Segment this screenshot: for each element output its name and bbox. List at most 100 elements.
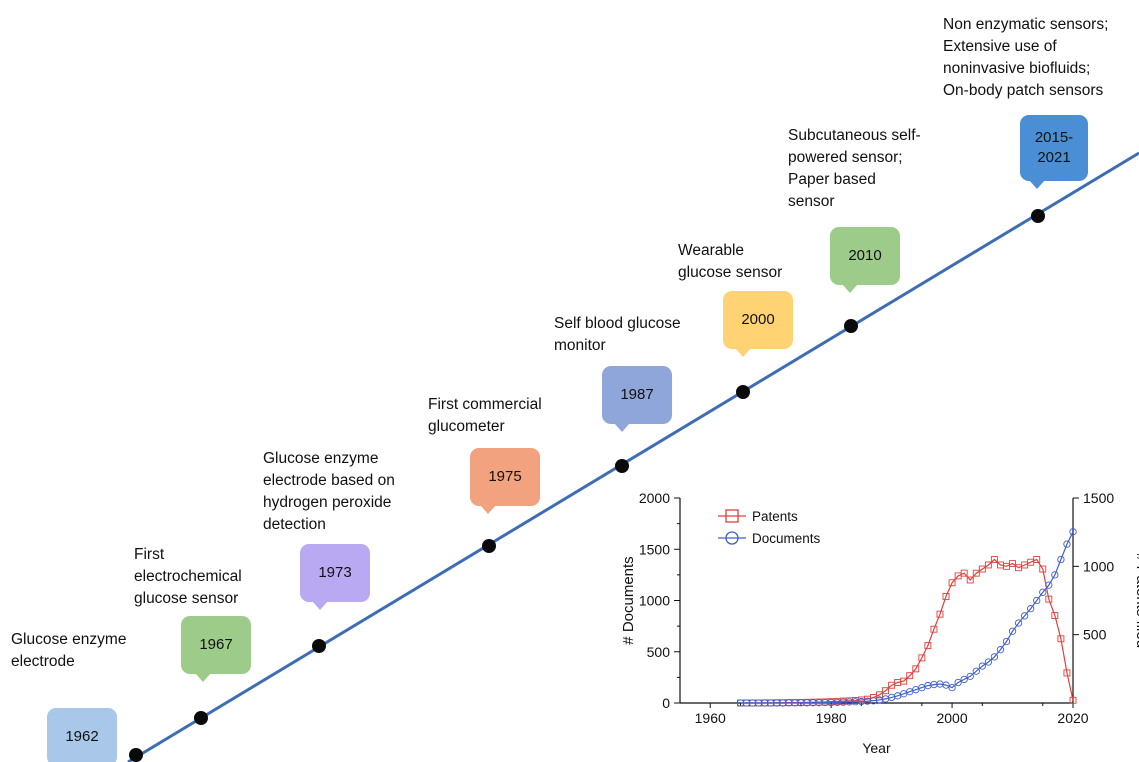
- milestone-dot: [312, 639, 326, 653]
- y-tick-label: 500: [647, 644, 671, 660]
- patent-point: [876, 691, 883, 699]
- document-point: [954, 678, 962, 687]
- milestone-1967-bubble: 1967: [181, 616, 251, 682]
- x-tick-label: 1980: [816, 710, 847, 726]
- document-point: [996, 646, 1005, 654]
- patent-point: [984, 561, 992, 569]
- patent-point: [972, 569, 980, 577]
- document-point: [1069, 528, 1077, 536]
- patent-point: [900, 677, 908, 685]
- document-point: [1002, 637, 1011, 646]
- description-line: First commercial: [428, 396, 542, 413]
- milestone-dot: [1031, 209, 1045, 223]
- document-point: [966, 672, 974, 681]
- milestone-1962-description: Glucose enzyme electrode: [11, 629, 126, 673]
- document-point: [1051, 571, 1059, 579]
- description-line: Extensive use of: [943, 38, 1057, 55]
- milestone-dot: [482, 539, 496, 553]
- patent-point: [1033, 556, 1041, 563]
- x-tick-label: 2000: [936, 710, 967, 726]
- description-line: On-body patch sensors: [943, 82, 1104, 99]
- milestone-2000-bubble: 2000: [723, 291, 793, 357]
- timeline-line: [127, 151, 1139, 762]
- milestone-1973-bubble: 1973: [300, 544, 370, 610]
- patent-point: [966, 576, 974, 584]
- milestone-2015-2021-description: Non enzymatic sensors; Extensive use of …: [943, 14, 1108, 102]
- milestone-2010-description: Subcutaneous self- powered sensor; Paper…: [788, 125, 921, 213]
- description-line: Glucose enzyme: [11, 631, 127, 648]
- y-tick-label: 0: [662, 695, 670, 711]
- milestone-1975-description: First commercial glucometer: [428, 394, 542, 438]
- bubble-tail: [735, 348, 751, 357]
- milestone-year: 1975: [488, 468, 522, 485]
- milestone-year: 1987: [620, 386, 654, 403]
- milestone-dot: [736, 385, 750, 399]
- milestone-1975-bubble: 1975: [470, 448, 540, 514]
- description-line: Glucose enzyme: [263, 450, 379, 467]
- patent-point: [1009, 560, 1016, 568]
- bubble-tail: [1029, 180, 1045, 189]
- document-point: [1045, 581, 1053, 589]
- milestone-dot: [844, 319, 858, 333]
- document-point: [1039, 588, 1047, 596]
- document-point: [972, 667, 980, 675]
- milestone-1987-bubble: 1987: [602, 366, 672, 432]
- milestone-year: 2010: [848, 247, 882, 264]
- document-point: [1057, 555, 1065, 564]
- document-point: [1033, 596, 1041, 605]
- milestone-year-line: 2015-: [1034, 129, 1074, 146]
- bubble-tail: [480, 505, 496, 514]
- patent-point: [906, 672, 914, 680]
- milestone-2015-2021-bubble: 2015- 2021: [1020, 115, 1088, 189]
- bubble-tail: [614, 423, 630, 432]
- description-line: monitor: [554, 337, 606, 354]
- description-line: Paper based: [788, 171, 876, 188]
- legend-label: Documents: [752, 531, 821, 546]
- description-line: noninvasive biofluids;: [943, 60, 1091, 77]
- patent-point: [1057, 635, 1065, 643]
- description-line: hydrogen peroxide: [263, 494, 392, 511]
- y-axis-label: # Documents: [620, 556, 637, 644]
- legend-marker-square: [725, 509, 739, 523]
- description-line: glucometer: [428, 418, 505, 435]
- milestone-year: 1973: [318, 564, 352, 581]
- description-line: electrode based on: [263, 472, 395, 489]
- description-line: powered sensor;: [788, 149, 903, 166]
- document-point: [1063, 540, 1071, 548]
- legend-marker-circle: [725, 531, 739, 545]
- bubble-tail: [195, 673, 211, 682]
- milestone-dot: [615, 459, 629, 473]
- bubble-tail: [312, 601, 328, 610]
- milestone-dot: [194, 711, 208, 725]
- milestone-dot: [129, 748, 143, 762]
- patent-point: [990, 556, 998, 563]
- description-line: Non enzymatic sensors;: [943, 16, 1109, 33]
- y-tick-label: 1000: [639, 593, 670, 609]
- patent-point: [882, 687, 890, 695]
- patent-point: [1069, 696, 1077, 704]
- milestone-year: 1967: [199, 636, 233, 653]
- patent-point: [936, 610, 944, 618]
- patent-point: [924, 642, 932, 650]
- milestone-1962-bubble: 1962: [47, 708, 117, 762]
- document-point: [1008, 627, 1017, 635]
- patent-point: [948, 579, 956, 587]
- document-point: [948, 683, 956, 692]
- patent-point: [978, 565, 986, 573]
- y-tick-label: 2000: [639, 490, 670, 506]
- milestone-year: 2000: [741, 311, 775, 328]
- y2-tick-label: 1500: [1083, 490, 1114, 506]
- milestone-2000-description: Wearable glucose sensor: [678, 240, 782, 284]
- patent-point: [918, 654, 926, 662]
- milestone-1987-description: Self blood glucose monitor: [554, 313, 681, 357]
- y-tick-label: 1500: [639, 541, 670, 557]
- patent-point: [942, 592, 950, 600]
- x-tick-label: 2020: [1057, 710, 1088, 726]
- document-point: [990, 653, 999, 661]
- description-line: glucose sensor: [134, 590, 239, 607]
- document-point: [1020, 612, 1029, 620]
- document-point: [1027, 605, 1035, 613]
- description-line: Self blood glucose: [554, 315, 681, 332]
- document-point: [984, 658, 993, 666]
